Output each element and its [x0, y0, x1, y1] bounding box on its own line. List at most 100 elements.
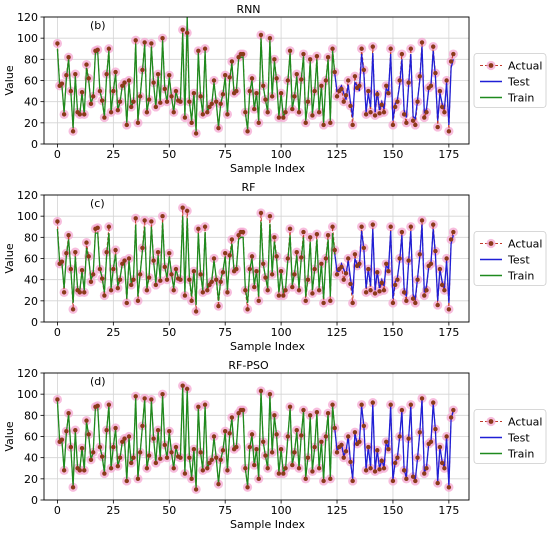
actual-point — [417, 430, 422, 435]
actual-point — [115, 107, 121, 113]
actual-point — [442, 110, 447, 115]
panel-label: (d) — [90, 375, 106, 388]
actual-point — [341, 99, 346, 104]
actual-point — [207, 460, 212, 466]
actual-point — [397, 434, 402, 439]
legend-actual-marker — [488, 419, 494, 424]
actual-point — [334, 94, 340, 99]
y-tick-label: 60 — [24, 75, 38, 88]
actual-point — [104, 71, 109, 77]
y-tick-label: 0 — [31, 494, 38, 507]
actual-point — [408, 224, 414, 229]
actual-point — [129, 282, 134, 288]
actual-point — [252, 284, 257, 290]
actual-point — [73, 249, 78, 255]
actual-point — [61, 290, 67, 295]
actual-point — [160, 391, 165, 397]
actual-point — [285, 256, 291, 261]
actual-point — [229, 237, 235, 242]
actual-point — [399, 51, 405, 57]
actual-point — [189, 298, 194, 304]
actual-point — [435, 124, 440, 130]
actual-point — [343, 449, 349, 454]
actual-point — [164, 99, 170, 104]
actual-point — [406, 258, 411, 263]
actual-point — [274, 254, 279, 259]
y-tick-label: 40 — [24, 452, 38, 465]
legend-test-label: Test — [507, 432, 530, 445]
actual-point — [341, 455, 346, 460]
legend-actual-marker — [488, 63, 494, 68]
actual-point — [310, 113, 315, 118]
actual-point — [269, 272, 275, 277]
actual-point — [70, 307, 76, 312]
actual-point — [307, 235, 313, 240]
actual-point — [66, 233, 71, 238]
actual-point — [316, 466, 322, 471]
actual-point — [397, 78, 402, 83]
actual-point — [290, 106, 295, 112]
actual-point — [325, 55, 331, 60]
actual-point — [258, 388, 264, 394]
legend-actual-label: Actual — [508, 416, 542, 429]
actual-point — [66, 55, 71, 60]
x-tick-label: 0 — [54, 326, 61, 339]
actual-point — [211, 256, 217, 261]
actual-point — [296, 288, 302, 293]
x-tick-label: 0 — [54, 148, 61, 161]
actual-point — [180, 27, 185, 32]
actual-point — [171, 110, 176, 115]
actual-point — [292, 94, 297, 99]
actual-point — [184, 208, 190, 214]
y-axis-label: Value — [3, 421, 16, 451]
actual-point — [171, 288, 176, 293]
actual-point — [305, 277, 311, 282]
actual-point — [392, 104, 398, 110]
actual-point — [88, 279, 94, 284]
actual-point — [59, 437, 65, 442]
actual-point — [70, 485, 76, 490]
actual-point — [406, 80, 411, 85]
legend-actual-label: Actual — [508, 238, 542, 251]
actual-point — [104, 249, 109, 255]
actual-point — [227, 431, 232, 436]
actual-point — [88, 457, 94, 462]
actual-point — [158, 100, 163, 105]
actual-point — [200, 468, 206, 473]
actual-point — [108, 288, 114, 293]
actual-point — [359, 46, 364, 51]
actual-point — [196, 48, 201, 54]
actual-point — [209, 101, 214, 106]
actual-point — [316, 110, 322, 115]
actual-point — [321, 122, 326, 128]
actual-point — [64, 429, 69, 434]
actual-point — [388, 224, 393, 229]
actual-point — [120, 261, 125, 266]
actual-point — [332, 247, 337, 253]
actual-point — [368, 288, 373, 293]
actual-point — [91, 272, 96, 277]
actual-point — [236, 411, 241, 416]
actual-point — [386, 91, 391, 96]
legend: Actual Test Train — [473, 53, 547, 108]
y-tick-label: 100 — [17, 32, 38, 45]
actual-point — [390, 300, 396, 306]
actual-point — [160, 213, 165, 219]
actual-point — [339, 442, 344, 448]
actual-point — [144, 288, 150, 293]
actual-point — [357, 261, 362, 266]
actual-point — [384, 439, 389, 444]
actual-point — [330, 402, 335, 407]
actual-point — [444, 78, 449, 83]
actual-point — [245, 485, 250, 490]
actual-point — [243, 466, 248, 471]
actual-point — [451, 407, 456, 413]
actual-point — [296, 110, 302, 115]
actual-point — [216, 125, 221, 131]
actual-point — [137, 94, 143, 99]
actual-point — [247, 444, 252, 450]
actual-point — [263, 453, 268, 458]
x-tick-label: 125 — [327, 504, 348, 517]
actual-point — [167, 429, 172, 434]
x-axis-label: Sample Index — [230, 340, 306, 353]
